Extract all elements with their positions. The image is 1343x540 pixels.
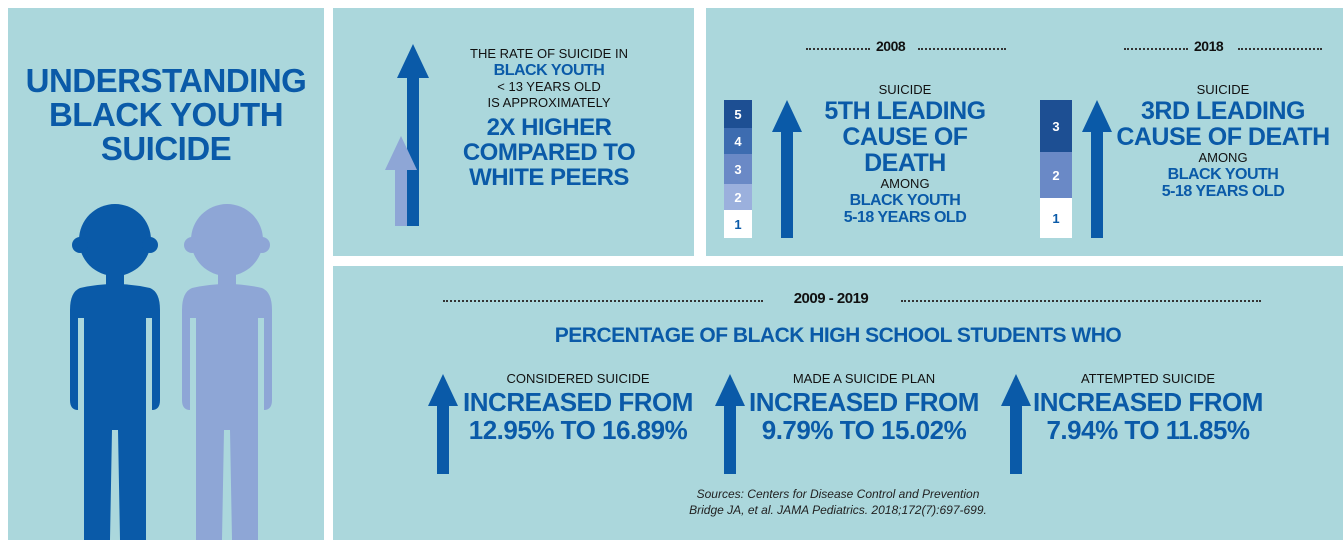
rank-1-segment: 1 (1040, 198, 1072, 238)
rank-2-segment: 2 (724, 184, 752, 210)
source-jama: Bridge JA, et al. JAMA Pediatrics. 2018;… (689, 503, 987, 517)
source-cdc: Sources: Centers for Disease Control and… (696, 487, 980, 501)
rate-group: BLACK YOUTH (493, 62, 605, 79)
title-line-1: UNDERSTANDING (25, 62, 307, 99)
attempted-change: INCREASED FROM (1033, 387, 1263, 417)
divider-2008-left (806, 48, 870, 50)
considered-values: 12.95% TO 16.89% (468, 415, 688, 445)
year-2008: 2008 (876, 38, 906, 54)
rate-age: < 13 YEARS OLD (497, 79, 601, 94)
rank-stack-2008: 5 4 3 2 1 (724, 100, 752, 238)
rank-2-segment: 2 (1040, 152, 1072, 198)
rank-2008-text: SUICIDE 5TH LEADING CAUSE OF DEATH AMONG… (800, 82, 1010, 226)
arrow-up-plan-icon (715, 374, 745, 474)
rate-peers: WHITE PEERS (469, 164, 629, 191)
title-line-3: SUICIDE (100, 130, 232, 167)
rate-approx: IS APPROXIMATELY (487, 95, 611, 110)
plan-values: 9.79% TO 15.02% (761, 415, 967, 445)
sources: Sources: Centers for Disease Control and… (333, 486, 1343, 518)
trend-heading: PERCENTAGE OF BLACK HIGH SCHOOL STUDENTS… (554, 324, 1122, 347)
rank-3-segment: 3 (1040, 100, 1072, 152)
child-silhouette-dark-icon (70, 204, 160, 540)
arrow-up-considered-icon (428, 374, 458, 474)
rank-2018-among: AMONG (1198, 150, 1248, 165)
rank-5-segment: 5 (724, 100, 752, 128)
title-line-2: BLACK YOUTH (48, 96, 284, 133)
rank-2008-label: SUICIDE (878, 82, 932, 97)
rate-intro: THE RATE OF SUICIDE IN (470, 46, 628, 61)
divider-2008-right (918, 48, 1006, 50)
arrow-up-attempted-icon (1001, 374, 1031, 474)
rank-4-segment: 4 (724, 128, 752, 154)
divider-trend-right (901, 300, 1261, 302)
rate-compared: COMPARED TO (462, 139, 636, 166)
attempted-item: ATTEMPTED SUICIDE INCREASED FROM 7.94% T… (1033, 370, 1263, 444)
year-2018: 2018 (1194, 38, 1224, 54)
rate-multiplier: 2X HIGHER (486, 114, 612, 141)
plan-item: MADE A SUICIDE PLAN INCREASED FROM 9.79%… (749, 370, 979, 444)
rank-2018-cause: CAUSE OF DEATH (1116, 123, 1330, 151)
rank-2018-label: SUICIDE (1196, 82, 1250, 97)
child-silhouette-light-icon (182, 204, 272, 540)
arrow-up-dark-icon (397, 44, 429, 226)
rank-2018-group: BLACK YOUTH (1167, 166, 1279, 183)
rank-2018-rank: 3RD LEADING (1141, 97, 1305, 125)
rank-2008-among: AMONG (880, 176, 930, 191)
arrow-up-light-icon (385, 136, 417, 226)
divider-2018-left (1124, 48, 1188, 50)
divider-trend-left (443, 300, 763, 302)
trend-years: 2009 - 2019 (793, 290, 869, 307)
attempted-label: ATTEMPTED SUICIDE (1080, 371, 1216, 386)
infographic-title: UNDERSTANDING BLACK YOUTH SUICIDE (8, 64, 324, 166)
rate-text: THE RATE OF SUICIDE IN BLACK YOUTH < 13 … (429, 46, 669, 190)
title-panel: UNDERSTANDING BLACK YOUTH SUICIDE (8, 8, 324, 540)
rank-2008-group: BLACK YOUTH (849, 192, 961, 209)
rank-2008-cause: CAUSE OF DEATH (842, 123, 968, 177)
plan-change: INCREASED FROM (749, 387, 979, 417)
rank-2008-age: 5-18 YEARS OLD (843, 209, 967, 226)
rank-stack-2018: 3 2 1 (1040, 100, 1072, 238)
considered-label: CONSIDERED SUICIDE (506, 371, 650, 386)
rate-panel: THE RATE OF SUICIDE IN BLACK YOUTH < 13 … (333, 8, 694, 256)
considered-change: INCREASED FROM (463, 387, 693, 417)
rank-2018-text: SUICIDE 3RD LEADING CAUSE OF DEATH AMONG… (1112, 82, 1334, 200)
rank-1-segment: 1 (724, 210, 752, 238)
trend-panel: 2009 - 2019 PERCENTAGE OF BLACK HIGH SCH… (333, 266, 1343, 540)
rank-2008-rank: 5TH LEADING (824, 97, 986, 125)
attempted-values: 7.94% TO 11.85% (1046, 415, 1250, 445)
leading-cause-panel: 2008 5 4 3 2 1 SUICIDE 5TH LEADING CAUSE… (706, 8, 1343, 256)
arrow-up-2018-icon (1082, 100, 1112, 238)
divider-2018-right (1238, 48, 1322, 50)
rank-2018-age: 5-18 YEARS OLD (1161, 183, 1285, 200)
arrow-up-2008-icon (772, 100, 802, 238)
considered-item: CONSIDERED SUICIDE INCREASED FROM 12.95%… (463, 370, 693, 444)
plan-label: MADE A SUICIDE PLAN (792, 371, 936, 386)
rank-3-segment: 3 (724, 154, 752, 184)
